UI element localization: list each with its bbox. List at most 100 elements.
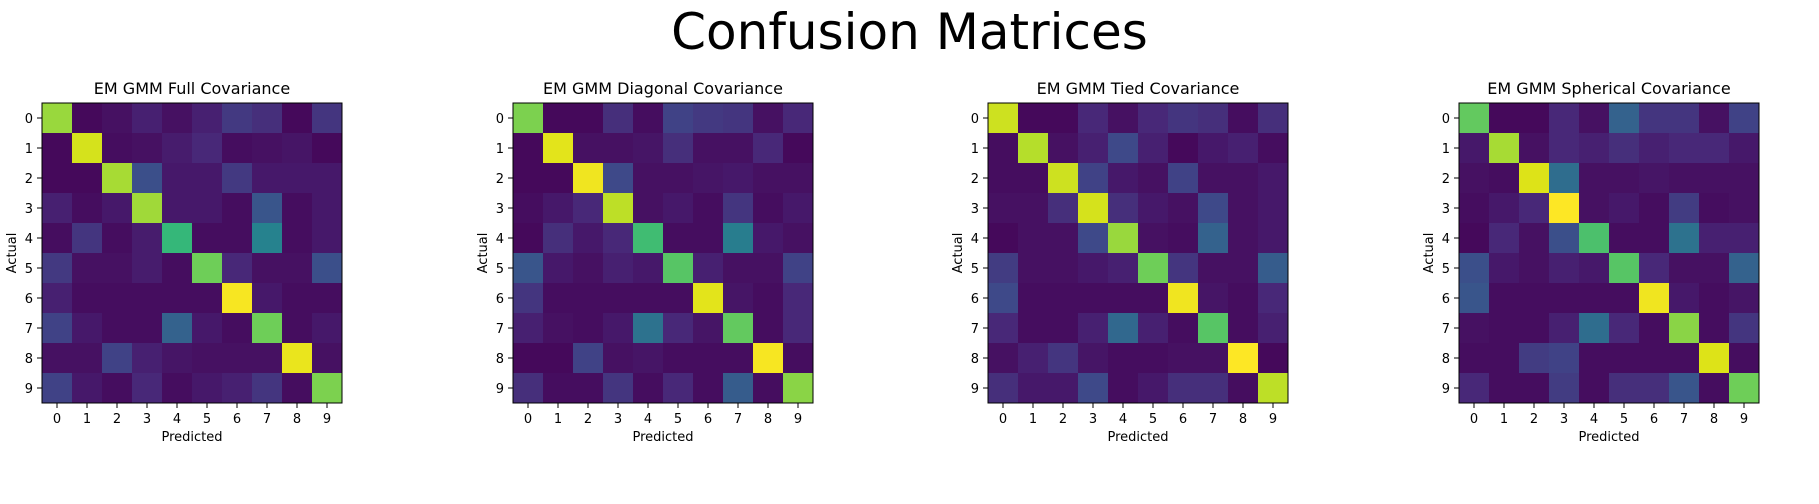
heatmap-cell-r1-c6 xyxy=(1639,133,1670,164)
heatmap-cell-r1-c7 xyxy=(1669,133,1700,164)
heatmap-cell-r8-c2 xyxy=(102,343,133,374)
heatmap-cell-r3-c4 xyxy=(633,193,664,224)
heatmap-cell-r9-c3 xyxy=(132,373,163,404)
y-tick-label: 5 xyxy=(971,262,979,277)
x-tick-label: 8 xyxy=(764,412,772,427)
heatmap-cell-r1-c2 xyxy=(573,133,604,164)
heatmap-cell-r0-c2 xyxy=(102,103,133,134)
heatmap-cell-r8-c1 xyxy=(72,343,103,374)
heatmap-cell-r8-c7 xyxy=(252,343,283,374)
x-tick-label: 2 xyxy=(113,412,121,427)
x-tick-label: 3 xyxy=(1560,412,1568,427)
heatmap-cell-r0-c9 xyxy=(1729,103,1760,134)
heatmap-cell-r6-c9 xyxy=(783,283,814,314)
heatmap-cell-r8-c7 xyxy=(1669,343,1700,374)
heatmap-cell-r2-c4 xyxy=(1579,163,1610,194)
heatmap-cell-r7-c5 xyxy=(663,313,694,344)
heatmap-cell-r0-c2 xyxy=(573,103,604,134)
heatmap-cell-r9-c4 xyxy=(1108,373,1139,404)
x-tick-label: 2 xyxy=(1059,412,1067,427)
heatmap-cell-r8-c4 xyxy=(633,343,664,374)
heatmap-cell-r9-c4 xyxy=(1579,373,1610,404)
heatmap-cell-r7-c8 xyxy=(1228,313,1259,344)
heatmap-cell-r5-c4 xyxy=(633,253,664,284)
heatmap-cell-r6-c1 xyxy=(543,283,574,314)
y-tick-label: 9 xyxy=(1442,382,1450,397)
heatmap-cell-r9-c7 xyxy=(1669,373,1700,404)
heatmap-cell-r4-c5 xyxy=(192,223,223,254)
heatmap-cell-r4-c8 xyxy=(1228,223,1259,254)
heatmap-cell-r3-c3 xyxy=(132,193,163,224)
y-tick-label: 7 xyxy=(1442,322,1450,337)
heatmap-cell-r6-c5 xyxy=(663,283,694,314)
heatmap-cell-r1-c7 xyxy=(252,133,283,164)
heatmap-cell-r8-c1 xyxy=(543,343,574,374)
heatmap-cell-r4-c8 xyxy=(1699,223,1730,254)
heatmap-cell-r7-c5 xyxy=(192,313,223,344)
heatmap-cell-r0-c9 xyxy=(312,103,343,134)
heatmap-cell-r2-c1 xyxy=(1489,163,1520,194)
heatmap-cell-r2-c0 xyxy=(42,163,73,194)
y-tick-label: 0 xyxy=(971,112,979,127)
heatmap-cell-r9-c3 xyxy=(1549,373,1580,404)
y-tick-label: 1 xyxy=(971,142,979,157)
heatmap-cell-r7-c0 xyxy=(42,313,73,344)
heatmap-cell-r5-c7 xyxy=(1198,253,1229,284)
heatmap-cell-r9-c9 xyxy=(1258,373,1289,404)
heatmap-cell-r9-c1 xyxy=(543,373,574,404)
heatmap-cell-r6-c2 xyxy=(1519,283,1550,314)
heatmap-cell-r6-c1 xyxy=(1018,283,1049,314)
heatmap-cell-r3-c4 xyxy=(1579,193,1610,224)
heatmap-cell-r7-c6 xyxy=(1168,313,1199,344)
heatmap-cell-r4-c9 xyxy=(1729,223,1760,254)
heatmap-cell-r5-c7 xyxy=(1669,253,1700,284)
heatmap-cell-r9-c5 xyxy=(1138,373,1169,404)
heatmap-cell-r5-c8 xyxy=(753,253,784,284)
heatmap-cell-r9-c2 xyxy=(1048,373,1079,404)
heatmap-cell-r8-c9 xyxy=(1258,343,1289,374)
heatmap-cell-r5-c9 xyxy=(312,253,343,284)
heatmap-cell-r7-c9 xyxy=(312,313,343,344)
heatmap-cell-r4-c4 xyxy=(633,223,664,254)
heatmap-cell-r9-c1 xyxy=(1018,373,1049,404)
y-tick-label: 8 xyxy=(496,352,504,367)
heatmap-cell-r9-c0 xyxy=(988,373,1019,404)
heatmap-cell-r8-c2 xyxy=(1048,343,1079,374)
heatmap-cell-r2-c8 xyxy=(753,163,784,194)
heatmap-cell-r9-c6 xyxy=(1168,373,1199,404)
heatmap-cell-r5-c5 xyxy=(192,253,223,284)
y-tick-label: 6 xyxy=(1442,292,1450,307)
heatmap-cell-r1-c4 xyxy=(633,133,664,164)
heatmap-cell-r4-c7 xyxy=(1198,223,1229,254)
y-tick-label: 3 xyxy=(25,202,33,217)
heatmap-cell-r6-c8 xyxy=(282,283,313,314)
heatmap-cell-r7-c2 xyxy=(102,313,133,344)
heatmap-cell-r1-c1 xyxy=(72,133,103,164)
heatmap-cell-r1-c0 xyxy=(42,133,73,164)
x-axis-label: Predicted xyxy=(1107,430,1168,445)
heatmap-cell-r8-c5 xyxy=(1609,343,1640,374)
heatmap-cell-r2-c5 xyxy=(1138,163,1169,194)
heatmap-cell-r4-c2 xyxy=(573,223,604,254)
x-tick-label: 2 xyxy=(1530,412,1538,427)
heatmap-cell-r0-c1 xyxy=(543,103,574,134)
heatmap-cell-r0-c5 xyxy=(1138,103,1169,134)
heatmap-cell-r8-c2 xyxy=(573,343,604,374)
heatmap-cell-r5-c3 xyxy=(132,253,163,284)
heatmap-cell-r1-c4 xyxy=(162,133,193,164)
heatmap-cell-r8-c3 xyxy=(132,343,163,374)
heatmap-cell-r1-c0 xyxy=(1459,133,1490,164)
heatmap-cell-r4-c5 xyxy=(1138,223,1169,254)
heatmap-cell-r5-c7 xyxy=(252,253,283,284)
heatmap-cell-r3-c0 xyxy=(42,193,73,224)
heatmap-cell-r9-c0 xyxy=(513,373,544,404)
x-axis-label: Predicted xyxy=(1578,430,1639,445)
heatmap-cell-r8-c3 xyxy=(603,343,634,374)
y-tick-label: 6 xyxy=(25,292,33,307)
heatmap-cell-r0-c5 xyxy=(663,103,694,134)
heatmap-cell-r0-c1 xyxy=(1018,103,1049,134)
x-tick-label: 9 xyxy=(794,412,802,427)
heatmap-cell-r0-c8 xyxy=(282,103,313,134)
y-tick-label: 1 xyxy=(25,142,33,157)
heatmap-cell-r0-c4 xyxy=(633,103,664,134)
